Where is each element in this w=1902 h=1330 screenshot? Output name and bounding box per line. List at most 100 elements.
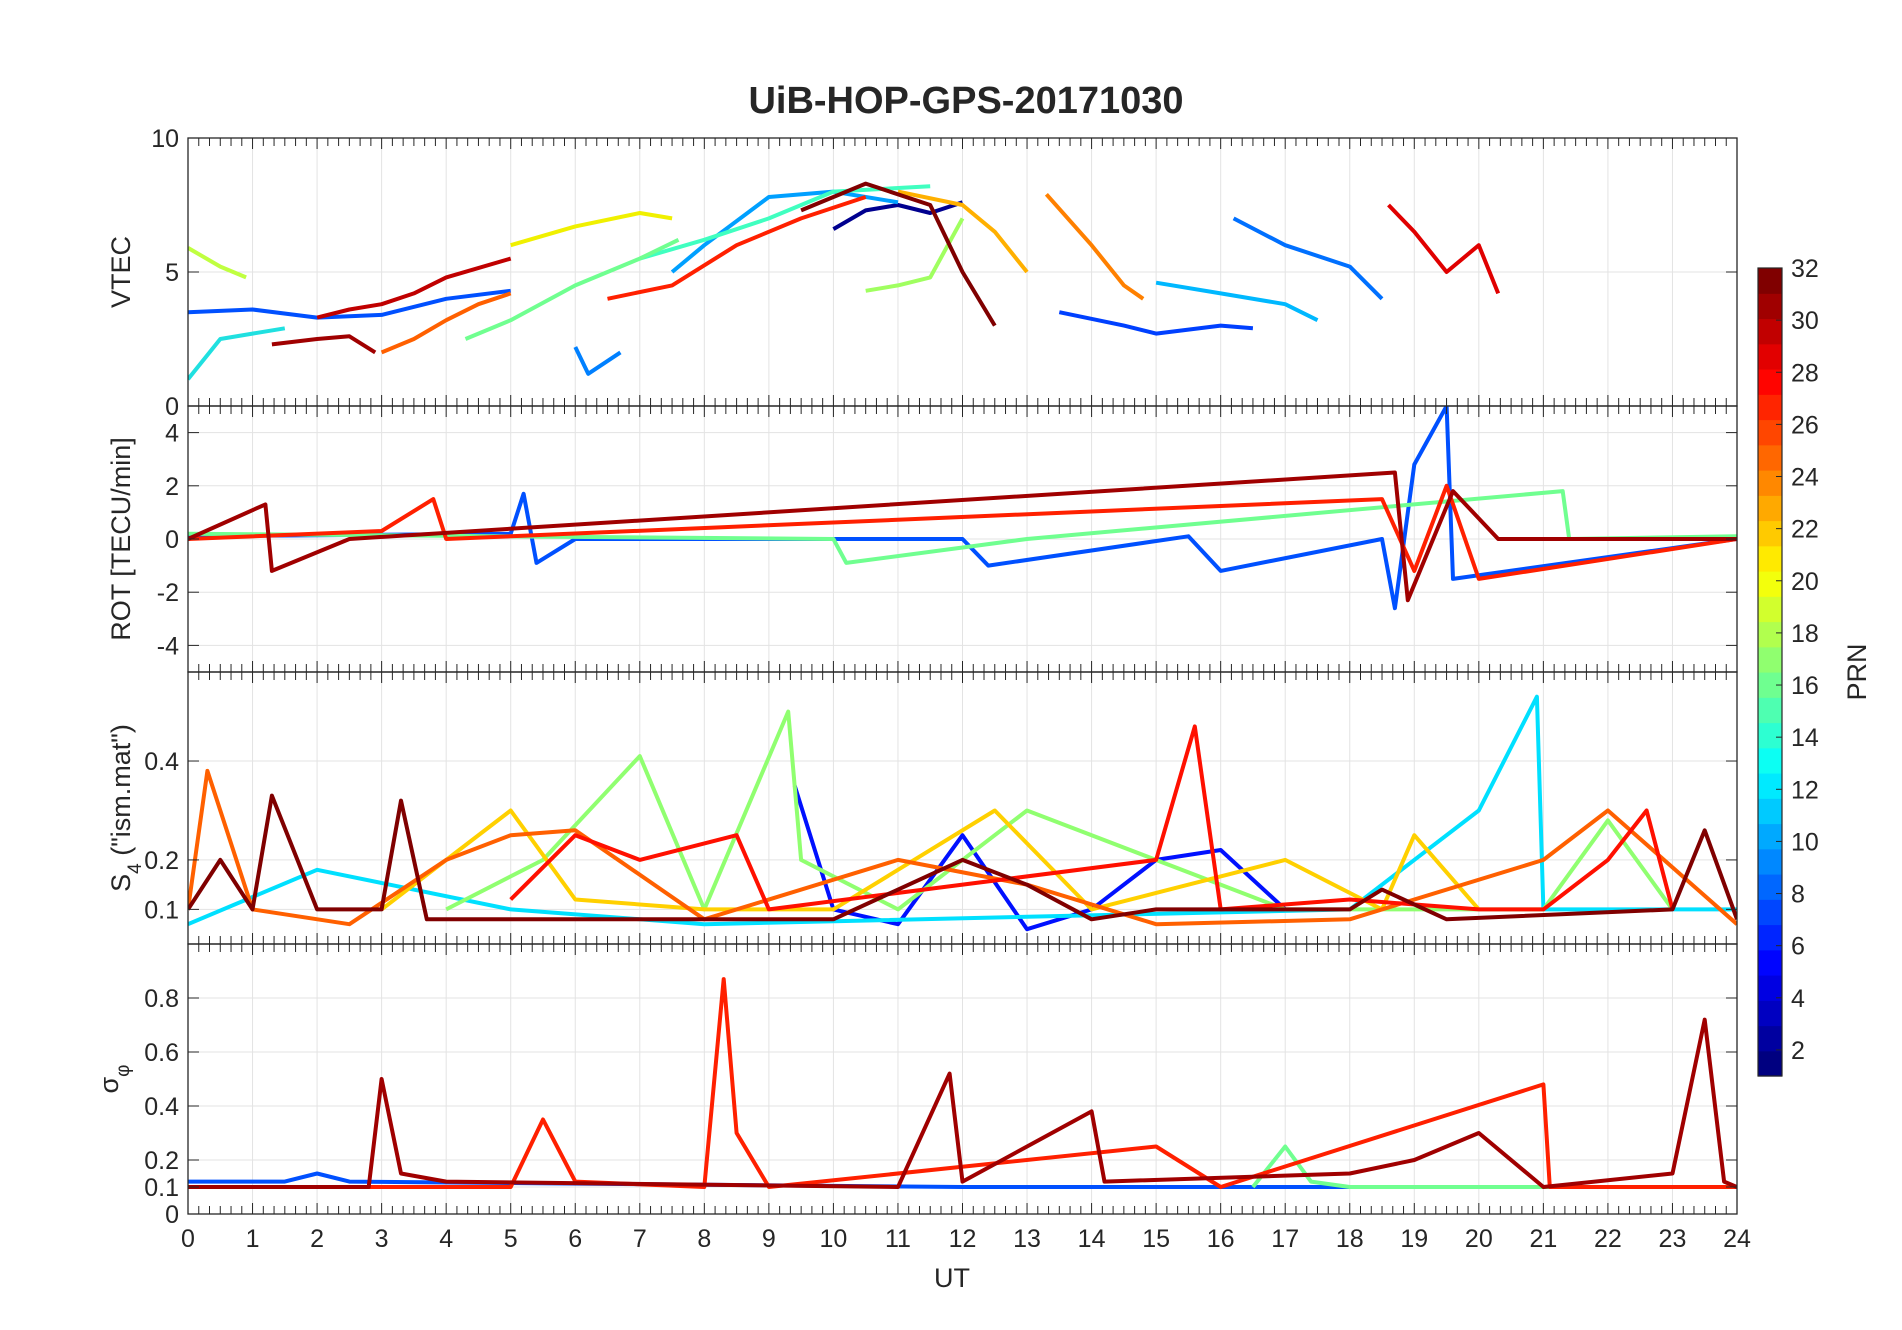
series-line-prn-18 (865, 217, 965, 293)
x-tick-label: 9 (762, 1225, 776, 1253)
colorbar-segment (1758, 470, 1782, 496)
series-line-prn-14 (639, 184, 931, 261)
colorbar-tick-label: 28 (1791, 359, 1819, 387)
colorbar-tick-label: 8 (1791, 881, 1805, 909)
x-tick-label: 14 (1078, 1225, 1106, 1253)
y-tick-label: -2 (157, 579, 179, 607)
y-tick-label: 5 (165, 259, 179, 287)
series-line-prn-16 (1251, 1144, 1737, 1189)
series-line-prn-31 (188, 1017, 1737, 1189)
x-tick-label: 22 (1594, 1225, 1622, 1253)
series-line-prn-22 (897, 189, 1029, 274)
x-tick-label: 24 (1723, 1225, 1751, 1253)
series-line-prn-28 (509, 724, 1675, 912)
x-tick-label: 19 (1400, 1225, 1428, 1253)
series-line-prn-20 (510, 211, 673, 248)
series-line-prn-12 (188, 694, 1737, 927)
x-tick-label: 16 (1207, 1225, 1235, 1253)
y-axis-label: ROT [TECU/min] (106, 437, 136, 641)
series-line-prn-8 (1232, 216, 1384, 301)
series-line-prn-13 (188, 326, 286, 381)
y-tick-label: 0 (165, 526, 179, 554)
x-tick-label: 23 (1659, 1225, 1687, 1253)
y-tick-label: 0.2 (144, 1147, 179, 1175)
x-tick-label: 15 (1142, 1225, 1170, 1253)
x-tick-label: 20 (1465, 1225, 1493, 1253)
series-line-prn-6 (188, 288, 511, 320)
colorbar-segment (1758, 899, 1782, 926)
colorbar-segment (1758, 545, 1782, 572)
colorbar-segment (1758, 596, 1782, 623)
series-group (188, 694, 1737, 932)
colorbar-tick-label: 22 (1791, 516, 1819, 544)
colorbar-tick-label: 26 (1791, 411, 1819, 439)
series-line-prn-17 (445, 709, 1675, 912)
x-ticks (187, 406, 1738, 672)
colorbar-segment (1758, 848, 1782, 875)
y-axis-label: S4 ("ism.mat") (106, 724, 146, 892)
x-ticks (187, 672, 1738, 944)
series-line-prn-31 (188, 470, 1737, 603)
colorbar-tick-label: 16 (1791, 672, 1819, 700)
y-tick-label: -4 (157, 632, 179, 660)
colorbar-segment (1758, 1000, 1782, 1027)
y-tick-label: 0.4 (144, 748, 179, 776)
x-tick-label: 11 (885, 1225, 911, 1253)
x-tick-label: 2 (310, 1225, 324, 1253)
y-tick-label: 2 (165, 473, 179, 501)
colorbar-segment (1758, 621, 1782, 648)
colorbar-segment (1758, 823, 1782, 850)
colorbar-segment (1758, 343, 1782, 370)
colorbar-segment (1758, 293, 1782, 320)
colorbar-segment (1758, 1025, 1782, 1052)
y-tick-label: 0.6 (144, 1039, 179, 1067)
x-tick-label: 7 (633, 1225, 647, 1253)
y-tick-label: 0 (165, 393, 179, 421)
series-line-prn-2 (832, 200, 964, 231)
x-tick-label: 10 (820, 1225, 848, 1253)
colorbar-segment (1758, 798, 1782, 825)
colorbar-segment (1758, 1050, 1782, 1077)
colorbar-segment (1758, 318, 1782, 345)
series-line-prn-9 (573, 346, 622, 376)
y-axis-label: σφ (94, 1065, 134, 1094)
x-axis-label: UT (934, 1263, 970, 1293)
colorbar-segment (1758, 495, 1782, 522)
colorbar-tick-label: 20 (1791, 568, 1819, 596)
x-tick-label: 18 (1336, 1225, 1364, 1253)
x-tick-label: 5 (504, 1225, 518, 1253)
x-ticks (187, 944, 1738, 1214)
series-group (188, 977, 1737, 1189)
series-line-prn-6 (188, 406, 1737, 611)
colorbar-segment (1758, 773, 1782, 799)
x-tick-label: 6 (568, 1225, 582, 1253)
y-axis-label: VTEC (106, 236, 136, 308)
y-tick-label: 4 (165, 420, 179, 448)
colorbar-tick-label: 24 (1791, 464, 1819, 492)
series-line-prn-3 (792, 785, 1287, 932)
colorbar-tick-label: 4 (1791, 985, 1805, 1013)
x-tick-label: 1 (246, 1225, 260, 1253)
colorbar-segment (1758, 520, 1782, 547)
series-line-prn-30 (316, 256, 512, 320)
colorbar-tick-label: 2 (1791, 1037, 1805, 1065)
series-line-prn-21 (380, 808, 1481, 912)
series-line-prn-31 (271, 334, 377, 355)
series-line-prn-32 (800, 181, 997, 327)
y-tick-label: 0.2 (144, 847, 179, 875)
series-line-prn-10 (670, 189, 899, 274)
colorbar-tick-label: 10 (1791, 828, 1819, 856)
series-line-prn-29 (1387, 203, 1501, 295)
series-line-prn-27 (188, 977, 1737, 1189)
colorbar-segment (1758, 268, 1782, 294)
series-line-prn-19 (188, 246, 247, 280)
y-tick-label: 10 (151, 125, 179, 153)
x-tick-label: 4 (439, 1225, 453, 1253)
series-line-prn-25 (380, 291, 512, 355)
colorbar-segment (1758, 444, 1782, 471)
figure-title: UiB-HOP-GPS-20171030 (748, 80, 1183, 122)
y-tick-label: 0 (165, 1201, 179, 1229)
